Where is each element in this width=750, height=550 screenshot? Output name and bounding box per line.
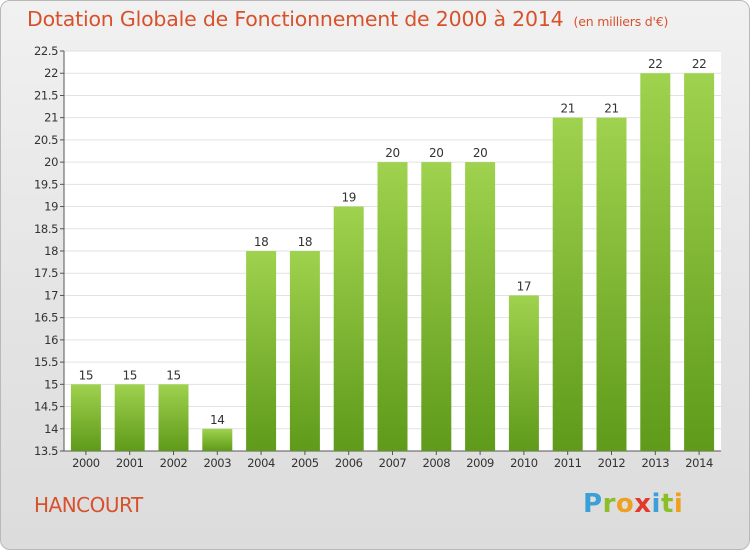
data-label: 20	[429, 146, 443, 160]
bar	[684, 73, 715, 451]
y-tick-label: 15	[44, 377, 58, 391]
x-tick-label: 2008	[422, 456, 450, 470]
data-label: 15	[122, 368, 136, 382]
bar	[246, 251, 277, 451]
y-tick-label: 22.5	[34, 44, 58, 58]
x-tick-label: 2007	[379, 456, 407, 470]
data-label: 21	[560, 102, 574, 116]
data-label: 15	[79, 368, 93, 382]
x-tick-label: 2000	[72, 456, 100, 470]
y-tick-label: 17.5	[34, 266, 58, 280]
data-label: 20	[385, 146, 399, 160]
bar	[289, 251, 320, 451]
y-tick-label: 14	[44, 422, 58, 436]
x-tick-label: 2014	[685, 456, 713, 470]
bar	[465, 162, 496, 451]
logo-letter: o	[615, 489, 635, 519]
y-tick-label: 19	[44, 200, 58, 214]
bar	[377, 162, 408, 451]
bar	[114, 384, 145, 451]
x-tick-label: 2005	[291, 456, 319, 470]
y-tick-label: 18.5	[34, 222, 58, 236]
x-tick-label: 2011	[554, 456, 582, 470]
bar	[421, 162, 452, 451]
x-tick-label: 2013	[641, 456, 669, 470]
logo-letter: x	[634, 489, 652, 519]
logo-letter: i	[651, 489, 661, 519]
bar	[640, 73, 671, 451]
x-tick-label: 2002	[160, 456, 188, 470]
bar	[552, 117, 583, 452]
x-tick-label: 2003	[203, 456, 231, 470]
data-label: 14	[210, 413, 224, 427]
chart-subtitle: (en milliers d'€)	[573, 14, 669, 29]
bar	[596, 117, 627, 452]
x-tick-label: 2001	[116, 456, 144, 470]
x-tick-label: 2004	[247, 456, 275, 470]
y-tick-label: 21.5	[34, 88, 58, 102]
logo-letter: i	[673, 489, 684, 519]
y-tick-label: 20.5	[34, 133, 58, 147]
x-tick-label: 2009	[466, 456, 494, 470]
y-tick-label: 22	[44, 66, 58, 80]
data-label: 19	[341, 191, 355, 205]
y-tick-label: 16.5	[34, 311, 58, 325]
bar	[333, 206, 364, 451]
bar	[202, 428, 233, 451]
chart-title: Dotation Globale de Fonctionnement de 20…	[27, 7, 668, 31]
y-tick-label: 21	[44, 111, 58, 125]
bar	[158, 384, 189, 451]
logo-letter: t	[660, 489, 674, 519]
x-tick-label: 2012	[598, 456, 626, 470]
data-label: 18	[298, 235, 312, 249]
proxiti-logo: Proxiti	[583, 489, 683, 519]
data-label: 21	[604, 102, 618, 116]
data-label: 20	[473, 146, 487, 160]
y-tick-label: 16	[44, 333, 58, 347]
x-tick-label: 2006	[335, 456, 363, 470]
data-label: 18	[254, 235, 268, 249]
y-tick-label: 20	[44, 155, 58, 169]
y-tick-label: 15.5	[34, 355, 58, 369]
data-label: 22	[692, 57, 706, 71]
y-tick-label: 19.5	[34, 177, 58, 191]
logo-letter: r	[602, 489, 616, 519]
y-tick-label: 13.5	[34, 444, 58, 458]
logo-letter: P	[583, 489, 603, 519]
bar	[70, 384, 101, 451]
y-tick-label: 18	[44, 244, 58, 258]
data-label: 22	[648, 57, 662, 71]
y-tick-label: 14.5	[34, 400, 58, 414]
data-label: 15	[166, 368, 180, 382]
y-tick-label: 17	[44, 288, 58, 302]
x-tick-label: 2010	[510, 456, 538, 470]
data-label: 17	[517, 279, 531, 293]
bar	[508, 295, 539, 451]
commune-name: HANCOURT	[34, 493, 143, 517]
title-text: Dotation Globale de Fonctionnement de 20…	[27, 7, 564, 31]
